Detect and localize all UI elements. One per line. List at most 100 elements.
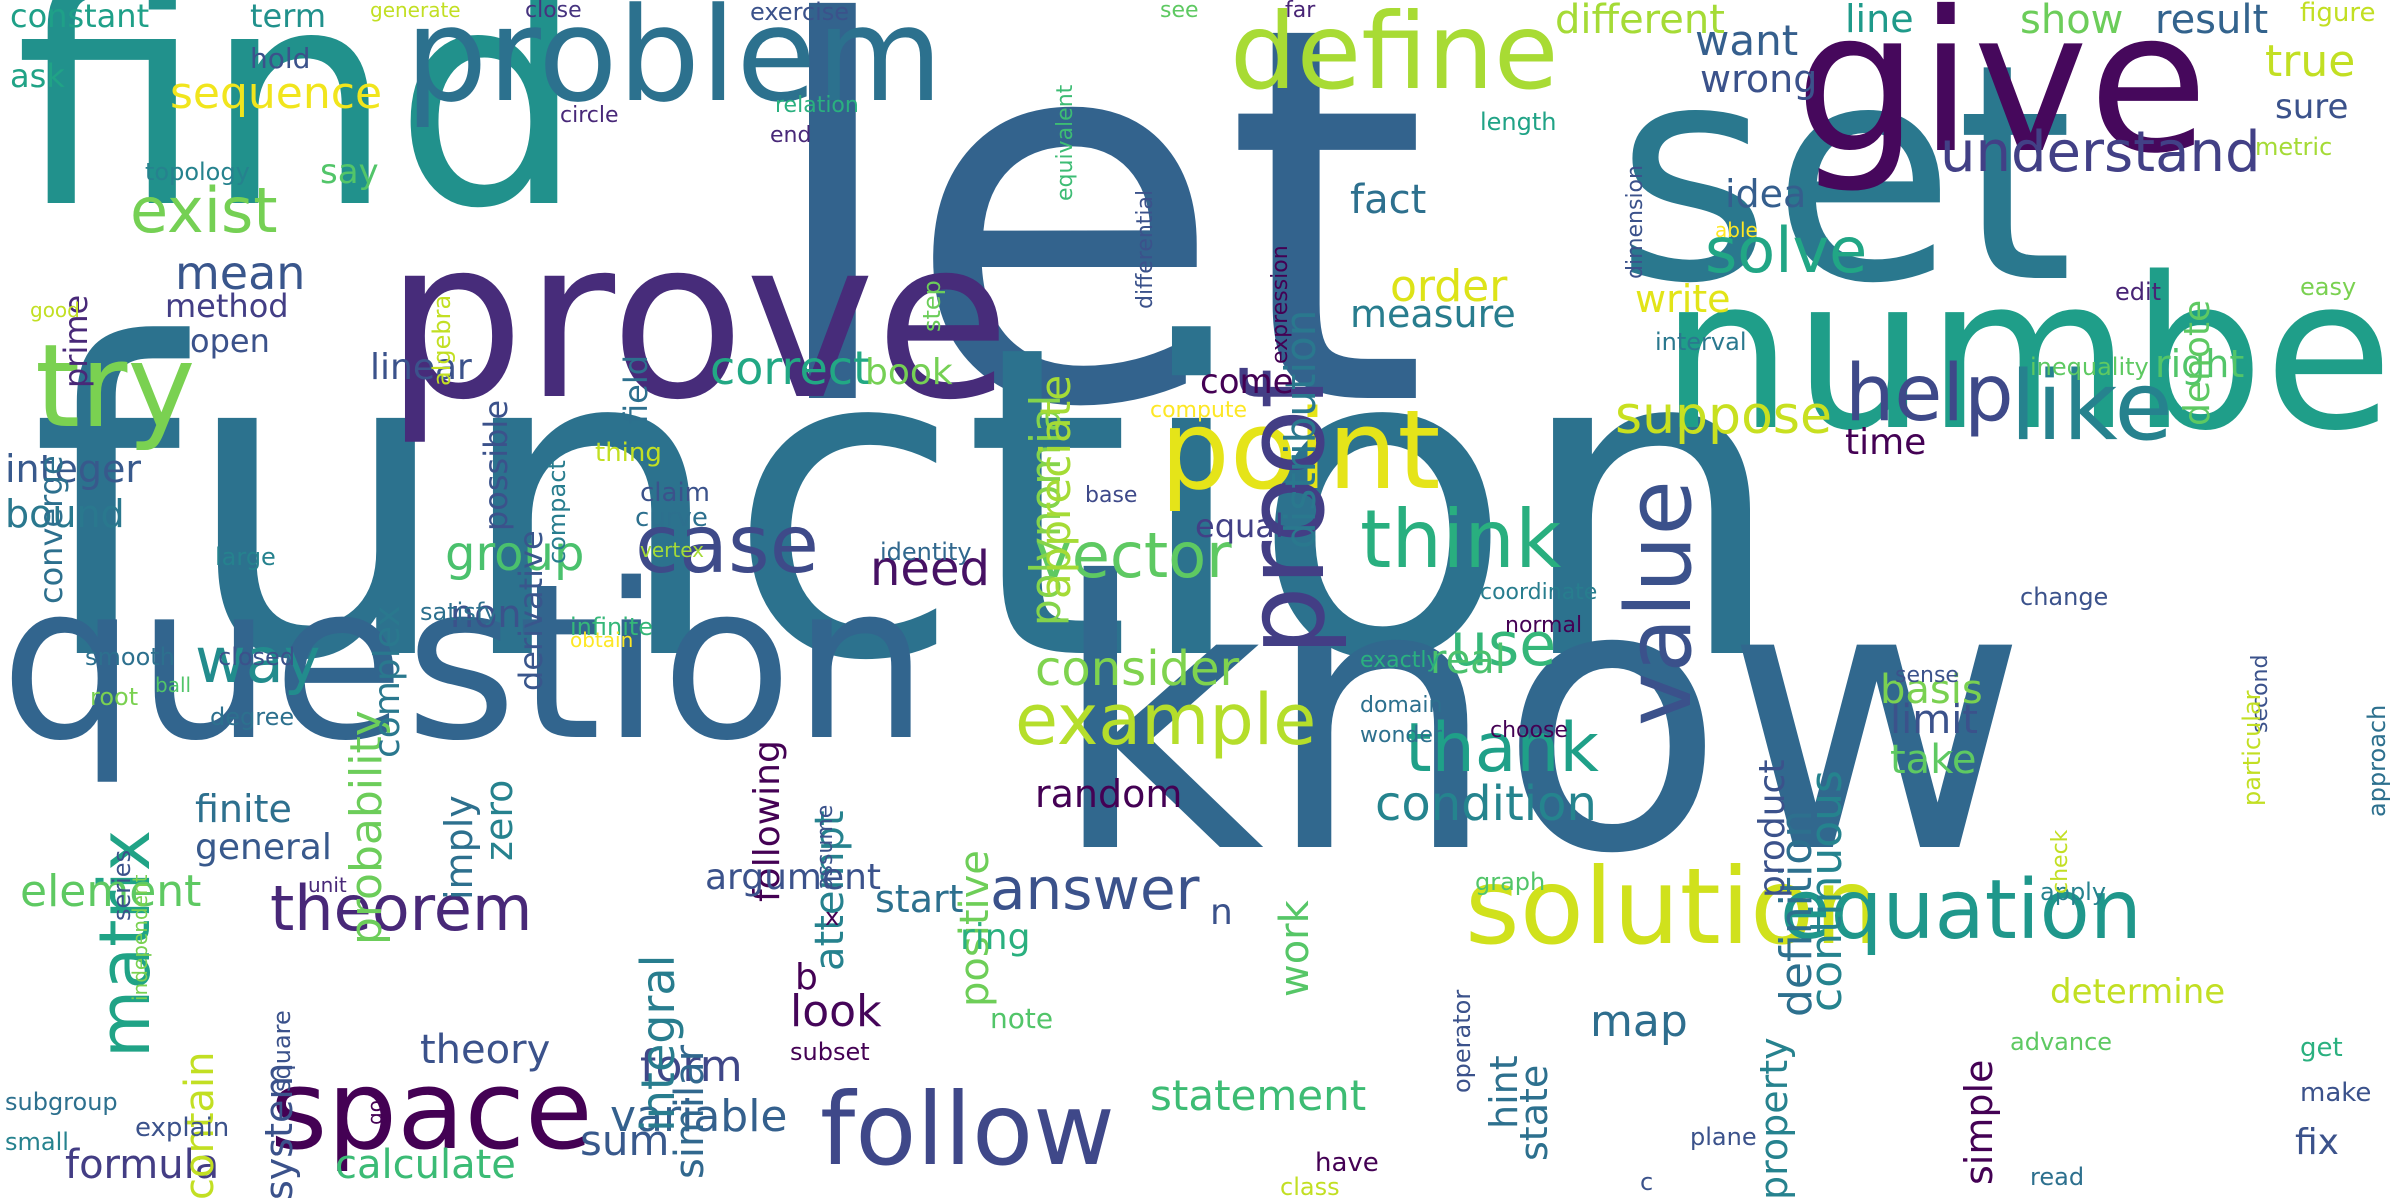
word-value: value	[1607, 480, 1712, 726]
word-circle: circle	[560, 103, 619, 128]
word-imply: imply	[437, 795, 481, 900]
word-method: method	[165, 287, 289, 325]
word-obtain: obtain	[570, 628, 634, 652]
word-dimension: dimension	[1623, 165, 1648, 279]
word-converge: converge	[32, 455, 70, 604]
word-smooth: smooth	[85, 643, 175, 671]
word-random: random	[1035, 772, 1183, 816]
word-degree: degree	[210, 703, 295, 731]
word-fix: fix	[2295, 1122, 2339, 1163]
word-right: right	[2155, 342, 2245, 386]
word-system: system	[257, 1062, 301, 1200]
word-number: number	[1660, 232, 2400, 477]
word-define: define	[1230, 0, 1559, 113]
word-claim: claim	[640, 478, 711, 508]
word-differential: differential	[1133, 189, 1158, 309]
word-root: root	[90, 683, 139, 711]
word-suppose: suppose	[1615, 386, 1832, 446]
word-approach: approach	[2363, 704, 2391, 817]
word-complex: complex	[367, 605, 408, 758]
word-equal: equal	[1195, 507, 1284, 545]
word-field: field	[617, 354, 655, 424]
word-let: let	[760, 0, 1429, 521]
word-form: form	[640, 1041, 743, 1092]
word-relation: relation	[775, 93, 859, 118]
word-formula: formula	[65, 1142, 220, 1188]
word-compact: compact	[543, 460, 571, 564]
word-operator: operator	[1448, 989, 1476, 1093]
word-base: base	[1085, 483, 1138, 508]
word-n: n	[1210, 892, 1233, 933]
word-help: help	[1845, 349, 2014, 439]
word-normal: normal	[1505, 613, 1583, 638]
word-small: small	[5, 1128, 69, 1156]
word-set: set	[1615, 0, 2074, 349]
word-use: use	[1450, 610, 1557, 680]
word-advance: advance	[2010, 1028, 2113, 1056]
word-know: know	[1050, 505, 2028, 935]
word-term: term	[250, 0, 326, 35]
word-thank: thank	[1405, 709, 1599, 788]
word-wrong: wrong	[1700, 57, 1818, 101]
word-variable: variable	[610, 1091, 788, 1142]
word-integer: integer	[5, 447, 142, 491]
word-unit: unit	[308, 873, 347, 897]
word-go: go	[363, 1100, 387, 1125]
word-infinite: infinite	[570, 613, 654, 641]
word-time: time	[1845, 422, 1927, 463]
word-expression: expression	[1268, 245, 1293, 364]
word-space: space	[270, 1046, 593, 1174]
word-function: function	[30, 255, 1787, 755]
word-work: work	[1272, 900, 1318, 997]
word-result: result	[2155, 0, 2269, 43]
word-finite: finite	[195, 787, 292, 831]
word-true: true	[2265, 36, 2356, 87]
word-able: able	[1715, 218, 1758, 242]
word-want: want	[1695, 16, 1799, 65]
word-linear: linear	[370, 347, 472, 388]
word-ring: ring	[960, 917, 1031, 958]
word-try: try	[35, 320, 196, 454]
word-identity: identity	[880, 538, 972, 566]
word-topology: topology	[145, 158, 250, 186]
word-appreciate: appreciate	[1031, 374, 1080, 599]
word-get: get	[2300, 1033, 2343, 1063]
word-far: far	[1285, 0, 1316, 23]
word-book: book	[865, 352, 953, 393]
word-hold: hold	[250, 42, 311, 75]
word-close: close	[525, 0, 582, 23]
word-open: open	[190, 322, 270, 360]
word-prove: prove	[385, 192, 1011, 448]
word-vector: vector	[1035, 519, 1232, 592]
word-real: real	[1430, 637, 1506, 683]
word-check: check	[2048, 829, 2073, 894]
word-read: read	[2030, 1163, 2085, 1191]
word-different: different	[1555, 0, 1725, 43]
word-case: case	[635, 498, 819, 591]
word-line: line	[1845, 0, 1914, 41]
word-element: element	[20, 866, 202, 917]
word-plane: plane	[1690, 1123, 1757, 1151]
word-explain: explain	[135, 1113, 230, 1143]
word-similar: similar	[667, 1044, 713, 1179]
word-large: large	[215, 543, 276, 571]
word-satisfy: satisfy	[420, 598, 499, 626]
word-determine: determine	[2050, 972, 2226, 1012]
word-exactly: exactly	[1360, 648, 1440, 673]
word-subgroup: subgroup	[5, 1088, 118, 1116]
word-metric: metric	[2255, 133, 2333, 161]
word-exercise: exercise	[750, 0, 850, 26]
word-general: general	[195, 827, 332, 868]
word-ball: ball	[155, 673, 192, 697]
word-follow: follow	[820, 1071, 1115, 1188]
word-length: length	[1480, 108, 1557, 136]
word-constant: constant	[10, 0, 150, 35]
word-state: state	[1512, 1064, 1556, 1161]
word-order: order	[1390, 261, 1508, 312]
word-group: group	[445, 526, 585, 582]
word-thing: thing	[595, 438, 662, 468]
word-consider: consider	[1035, 641, 1240, 697]
word-bound: bound	[5, 492, 125, 536]
word-equivalent: equivalent	[1053, 84, 1078, 201]
word-inequality: inequality	[2030, 353, 2149, 381]
